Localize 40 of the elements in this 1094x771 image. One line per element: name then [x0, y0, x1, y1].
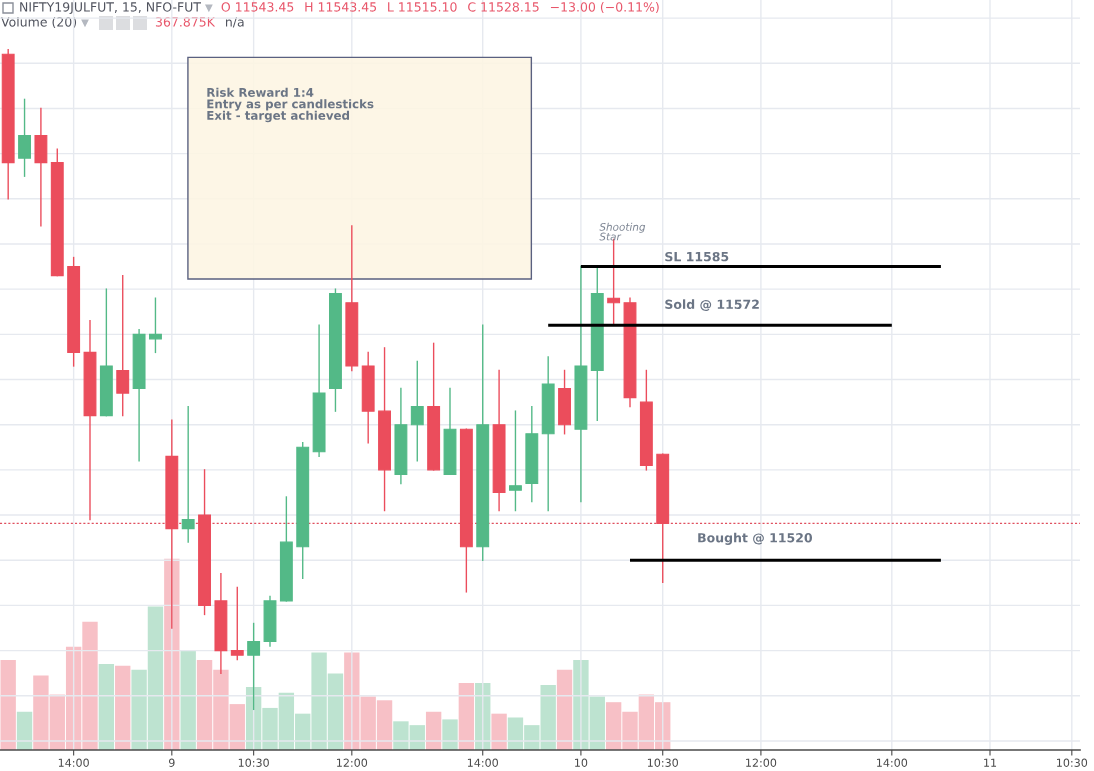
annotation: Risk Reward 1:4 Entry as per candlesticks Exit - target achieved: [207, 87, 374, 123]
annotation: C 11528.15: [468, 2, 539, 12]
candlestick: [18, 98, 31, 177]
x-tick-label: 9: [168, 758, 175, 767]
annotation: H 11543.45: [305, 2, 377, 12]
annotation: 367.875K: [155, 17, 216, 27]
bar: [491, 713, 507, 750]
ref-line-label: Sold @ 11572: [665, 299, 759, 311]
annotation: L 11515.10: [388, 2, 457, 12]
x-tick-label: 11: [984, 758, 997, 767]
bar: [98, 663, 115, 750]
annotation: −13.00 (−0.11%): [550, 1, 659, 14]
ref-line-label: Bought @ 11520: [698, 532, 813, 545]
chart-title: Volume (20): [1, 16, 77, 29]
bar: [115, 665, 131, 750]
chart-title: NIFTY19JULFUT, 15, NFO-FUT: [20, 2, 201, 14]
ref-line-label: SL 11585: [665, 251, 729, 262]
annotation: O 11543.45: [221, 2, 294, 12]
x-tick-label: 10:30: [1057, 758, 1088, 767]
annotation: n/a: [226, 17, 244, 28]
bar: [180, 650, 196, 750]
candlestick: [149, 297, 162, 354]
bar: [556, 669, 573, 750]
candlestick: [509, 410, 522, 512]
candlestick: [230, 586, 244, 661]
x-tick-label: 12:00: [337, 758, 368, 767]
x-tick-label: 10: [575, 758, 588, 767]
x-tick-label: 14:00: [58, 758, 89, 767]
x-tick-label: 14:00: [467, 758, 498, 767]
candlestick: [181, 405, 195, 543]
x-tick-label: 14:00: [877, 758, 908, 767]
candlestick: [410, 360, 424, 462]
x-tick-label: 10:30: [238, 758, 269, 767]
candlestick: [116, 274, 130, 417]
annotation: Shooting Star: [599, 222, 646, 241]
x-tick-label: 10:30: [647, 758, 678, 767]
bar: [442, 719, 458, 750]
bar: [0, 660, 16, 750]
x-tick-label: 12:00: [746, 758, 777, 767]
bar: [458, 683, 475, 750]
